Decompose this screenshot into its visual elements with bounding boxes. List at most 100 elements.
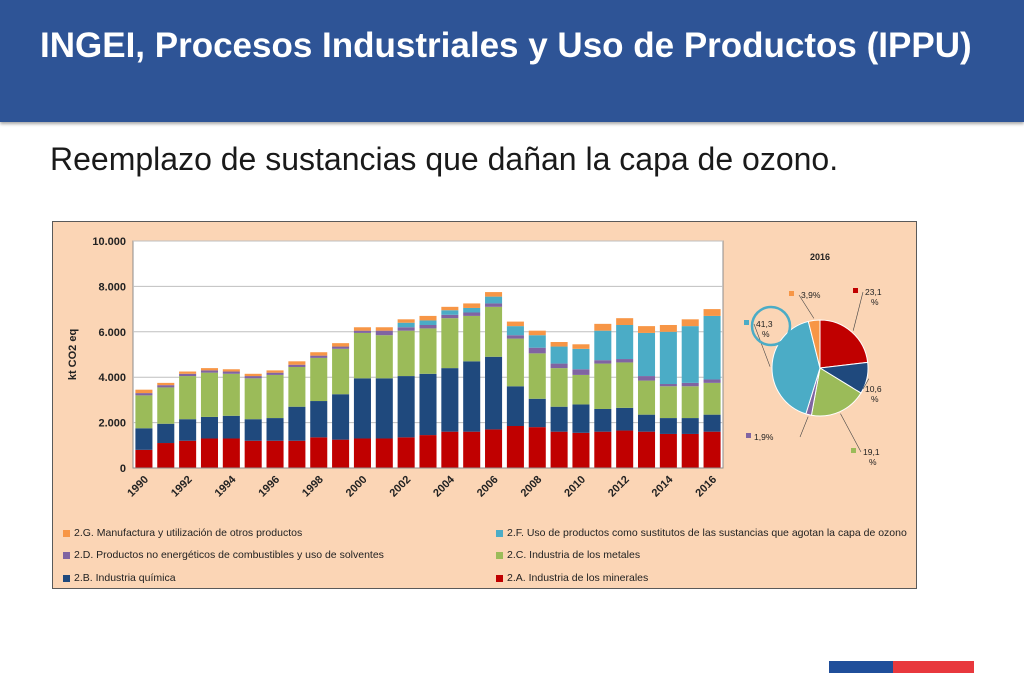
- bar-segment-2B-2000: [353, 378, 371, 439]
- x-tick-label: 1998: [300, 474, 326, 500]
- pie-label-2A: 23,1%: [865, 287, 882, 307]
- bar-segment-2B-2014: [659, 418, 677, 434]
- pie-label-swatch-2C: [851, 448, 856, 453]
- bar-segment-2A-1998: [310, 437, 328, 468]
- bar-segment-2C-1992: [179, 376, 197, 420]
- bar-segment-2B-2010: [572, 404, 590, 433]
- bar-segment-2G-1993: [200, 368, 219, 371]
- pie-leader-2D: [799, 416, 809, 438]
- legend-swatch-2A: [496, 574, 503, 582]
- bar-segment-2F-2006: [485, 296, 503, 304]
- legend-item-2G: 2.G. Manufactura y utilización de otros …: [63, 527, 302, 539]
- bar-segment-2G-2008: [528, 330, 546, 336]
- legend-label-2A: 2.A. Industria de los minerales: [507, 572, 649, 584]
- pie-leader-2G: [798, 294, 815, 319]
- bar-segment-2C-1991: [157, 387, 175, 424]
- bar-segment-2A-2016: [703, 431, 721, 468]
- legend-item-2A: 2.A. Industria de los minerales: [496, 572, 648, 584]
- bar-segment-2C-2010: [572, 374, 590, 405]
- bar-segment-2D-2012: [616, 359, 634, 363]
- bar-segment-2C-1993: [200, 372, 219, 417]
- bar-segment-2F-2011: [594, 330, 612, 361]
- bar-segment-2B-2009: [550, 406, 568, 432]
- bar-segment-2C-1996: [266, 374, 284, 419]
- bar-segment-2A-1997: [288, 440, 306, 468]
- bar-segment-2B-2015: [681, 418, 699, 434]
- pie-slice-2C: [810, 367, 862, 417]
- slide-header: INGEI, Procesos Industriales y Uso de Pr…: [0, 0, 1024, 122]
- bar-segment-2D-1990: [135, 393, 153, 396]
- bar-segment-2B-1992: [179, 419, 197, 441]
- pie-label-swatch-2G: [789, 291, 794, 296]
- pie-leader-2B: [862, 378, 870, 390]
- bar-segment-2C-2014: [659, 386, 677, 419]
- bar-segment-2A-2004: [441, 431, 459, 468]
- bar-segment-2A-2013: [637, 431, 656, 468]
- x-tick-label: 1992: [169, 474, 195, 500]
- bar-segment-2C-2007: [506, 338, 524, 387]
- bar-segment-2A-2014: [659, 433, 677, 468]
- bar-segment-2B-1990: [135, 428, 153, 450]
- bar-segment-2G-1992: [179, 371, 197, 374]
- bar-segment-2D-1994: [222, 371, 240, 374]
- bar-segment-2G-2006: [485, 292, 503, 297]
- chart-panel: 0 2.000 4.000 6.000 8.000 10.000 kt CO2 eq 1990…: [52, 221, 917, 589]
- legend-item-2B: 2.B. Industria química: [63, 572, 176, 584]
- legend-label-2F: 2.F. Uso de productos como sustitutos de…: [507, 527, 907, 539]
- slide-title: INGEI, Procesos Industriales y Uso de Pr…: [40, 26, 972, 65]
- bar-segment-2C-2004: [441, 318, 459, 369]
- bar-segment-2G-2007: [506, 321, 524, 327]
- bar-segment-2A-2009: [550, 431, 568, 468]
- bar-segment-2D-2010: [572, 369, 590, 375]
- pie-label-2G: 3,9%: [801, 290, 821, 300]
- bar-segment-2G-1991: [157, 382, 175, 386]
- bar-segment-2G-1996: [266, 370, 284, 373]
- legend-label-2B: 2.B. Industria química: [74, 572, 176, 584]
- footer-bar-blue: [829, 661, 893, 673]
- bar-segment-2D-1992: [179, 373, 197, 377]
- bar-segment-2A-2010: [572, 432, 590, 468]
- bar-segment-2G-2002: [397, 319, 415, 323]
- bar-segment-2B-2007: [506, 386, 524, 427]
- bar-segment-2G-2005: [463, 303, 481, 308]
- legend-item-2C: 2.C. Industria de los metales: [496, 549, 640, 561]
- bar-segment-2B-2012: [616, 407, 634, 431]
- pie-label-swatch-2F: [744, 320, 749, 325]
- bar-segment-2A-2015: [681, 433, 699, 468]
- bar-segment-2C-1995: [244, 378, 262, 420]
- x-tick-label: 1996: [256, 474, 282, 500]
- bar-segment-2G-2014: [659, 324, 677, 332]
- bar-segment-2B-2004: [441, 368, 459, 432]
- bar-segment-2G-1990: [135, 389, 153, 394]
- footer-bar-red: [893, 661, 974, 673]
- bar-segment-2C-2006: [485, 306, 503, 357]
- bar-segment-2B-1993: [200, 416, 219, 439]
- bar-segment-2B-1994: [222, 415, 240, 439]
- bar-segment-2D-2001: [375, 330, 393, 336]
- bar-segment-2C-2013: [637, 380, 656, 415]
- bar-segment-2A-1994: [222, 438, 240, 468]
- pie-label-2C: 19,1%: [863, 447, 880, 467]
- bar-segment-2C-2000: [353, 332, 371, 379]
- legend-item-2F: 2.F. Uso de productos como sustitutos de…: [496, 527, 907, 539]
- pie-highlight-circle: [750, 305, 792, 347]
- bar-segment-2C-2015: [681, 386, 699, 419]
- bar-segment-2A-1999: [332, 439, 350, 468]
- bar-segment-2D-2003: [419, 324, 437, 329]
- bar-segment-2A-2007: [506, 426, 524, 468]
- pie-label-swatch-2D: [746, 433, 751, 438]
- y-tick-label: 4.000: [98, 372, 126, 384]
- bar-segment-2F-2005: [463, 307, 481, 313]
- bar-segment-2D-2013: [637, 376, 656, 381]
- legend-label-2C: 2.C. Industria de los metales: [507, 549, 641, 561]
- bar-segment-2B-1995: [244, 419, 262, 441]
- bar-segment-2A-1992: [179, 440, 197, 468]
- bar-segment-2G-1995: [244, 373, 262, 377]
- pie-label-swatch-2A: [853, 288, 858, 293]
- y-tick-label: 0: [120, 463, 126, 475]
- bar-segment-2A-2000: [353, 438, 371, 468]
- bar-segment-2B-2005: [463, 361, 481, 432]
- y-tick-label: 10.000: [92, 236, 126, 248]
- bar-segment-2C-2009: [550, 368, 568, 407]
- pie-leader-2C: [840, 413, 862, 453]
